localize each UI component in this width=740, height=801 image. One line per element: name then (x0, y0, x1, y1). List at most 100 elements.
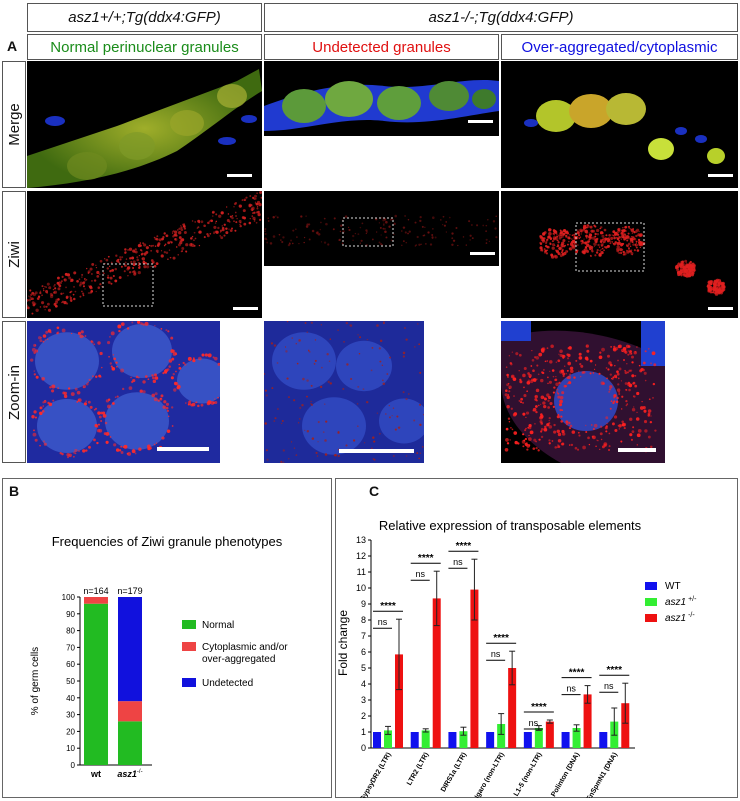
granule (568, 421, 571, 425)
granule (122, 446, 125, 448)
granule (214, 356, 218, 361)
granule (150, 244, 153, 248)
granule (522, 373, 526, 378)
granule (546, 360, 549, 362)
granule (631, 361, 634, 364)
granule (526, 380, 531, 385)
granule (558, 236, 562, 240)
granule (375, 218, 378, 221)
granule (513, 395, 515, 397)
granule (379, 226, 382, 229)
granule (213, 398, 216, 400)
granule (394, 428, 397, 431)
granule (218, 214, 222, 218)
granule (115, 254, 118, 257)
granule (631, 430, 635, 434)
granule (200, 403, 204, 407)
bar-segment (84, 597, 108, 604)
granule (65, 286, 67, 289)
granule (485, 242, 488, 244)
granule (578, 237, 581, 239)
bar (432, 598, 441, 748)
granule (507, 382, 510, 385)
granule (559, 254, 563, 258)
granule (384, 230, 387, 234)
granule (519, 378, 522, 381)
granule (504, 393, 508, 397)
granule (61, 275, 64, 278)
granule (420, 243, 422, 245)
granule (371, 238, 374, 241)
granule (201, 353, 205, 357)
granule (37, 336, 42, 340)
granule (557, 359, 561, 363)
granule (313, 362, 316, 365)
granule (273, 420, 276, 422)
granule (531, 358, 535, 362)
granule (585, 226, 588, 229)
granule (540, 403, 542, 405)
scale-bar (618, 448, 656, 452)
granule (138, 447, 142, 451)
granule (518, 353, 522, 357)
granule (586, 243, 590, 248)
granule (628, 351, 632, 355)
granule (320, 221, 322, 224)
granule (91, 262, 95, 266)
granule (125, 258, 128, 260)
significance-ns: ns (378, 617, 388, 627)
granule (150, 250, 152, 252)
granule (73, 451, 76, 454)
granule (629, 241, 632, 243)
granule (623, 238, 626, 241)
granule (577, 244, 579, 246)
granule (537, 404, 540, 407)
granule (177, 243, 181, 247)
granule (643, 420, 648, 424)
granule (280, 422, 283, 425)
granule (87, 292, 90, 294)
granule (99, 283, 102, 286)
granule (536, 378, 538, 380)
granule (576, 231, 580, 235)
granule (529, 430, 534, 435)
granule (578, 352, 582, 356)
granule (682, 263, 686, 267)
granule (638, 230, 640, 233)
granule (558, 246, 562, 251)
granule (615, 400, 619, 404)
granule (620, 348, 624, 352)
granule (130, 376, 132, 379)
granule (539, 241, 542, 245)
granule (560, 415, 563, 418)
granule (621, 350, 624, 353)
granule (594, 364, 597, 366)
category-undetected: Undetected granules (264, 34, 499, 60)
granule (169, 256, 172, 259)
granule (178, 366, 182, 370)
legend-label: Normal (202, 620, 234, 631)
granule (231, 216, 234, 220)
y-tick-label: 9 (361, 599, 366, 609)
granule (264, 230, 266, 232)
granule (588, 245, 592, 248)
granule (627, 232, 630, 235)
granule (105, 258, 109, 262)
granule (576, 249, 579, 252)
granule (253, 220, 256, 222)
granule (557, 395, 561, 399)
granule (333, 217, 336, 220)
granule (571, 234, 574, 237)
granule (271, 387, 274, 390)
granule (150, 265, 152, 268)
granule (251, 215, 254, 217)
granule (32, 432, 37, 437)
n-label: n=179 (117, 586, 142, 596)
granule (434, 236, 437, 239)
granule (70, 392, 75, 396)
granule (605, 234, 608, 237)
granule (117, 324, 122, 329)
granule (243, 198, 247, 202)
granule (214, 400, 218, 405)
granule (87, 272, 90, 274)
